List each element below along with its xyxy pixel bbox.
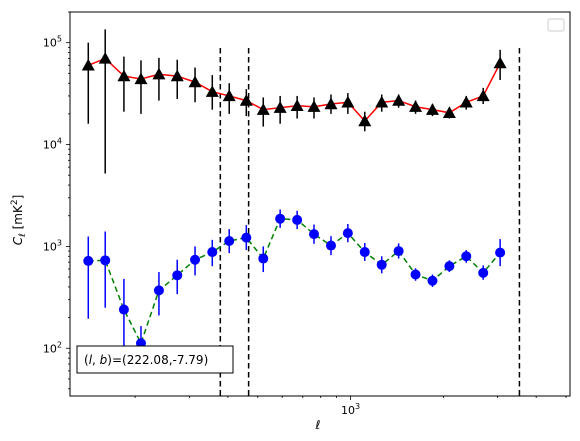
axes-layer: 102 103 104 105 103 xyxy=(43,11,571,417)
data-point-triangle xyxy=(256,103,270,115)
data-point-circle xyxy=(224,235,235,246)
data-point-triangle xyxy=(273,101,287,113)
series-line xyxy=(88,217,501,346)
data-point-triangle xyxy=(307,100,321,112)
data-point-circle xyxy=(275,213,286,224)
y-tick-label: 104 xyxy=(43,137,62,152)
data-point-circle xyxy=(342,228,353,239)
data-point-circle xyxy=(83,255,94,266)
data-point-circle xyxy=(153,285,164,296)
data-point-circle xyxy=(461,251,472,262)
data-point-circle xyxy=(258,253,269,264)
data-point-triangle xyxy=(170,69,184,82)
data-point-circle xyxy=(410,269,421,280)
data-point-triangle xyxy=(324,97,338,110)
series-layer xyxy=(81,29,507,361)
data-point-triangle xyxy=(358,114,372,127)
data-point-circle xyxy=(427,275,438,286)
data-point-triangle xyxy=(442,106,456,118)
data-point-triangle xyxy=(81,58,95,71)
plot-frame xyxy=(69,11,571,397)
data-point-triangle xyxy=(239,94,253,106)
data-point-triangle xyxy=(152,67,166,80)
data-point-triangle xyxy=(341,95,355,108)
data-point-circle xyxy=(359,247,370,258)
series-line xyxy=(88,57,501,123)
y-tick-label: 103 xyxy=(43,238,62,253)
data-point-triangle xyxy=(290,99,304,112)
data-point-triangle xyxy=(117,69,131,82)
y-axis-label: Cℓ [mK2] xyxy=(10,195,28,246)
data-point-circle xyxy=(100,255,111,266)
data-point-triangle xyxy=(493,56,507,69)
annotation-text: (l, b)=(222.08,-7.79) xyxy=(84,353,208,367)
y-tick-label: 105 xyxy=(43,35,62,50)
data-point-triangle xyxy=(222,89,236,102)
data-point-triangle xyxy=(459,95,473,108)
data-point-triangle xyxy=(98,51,112,64)
series-1 xyxy=(81,29,507,174)
data-point-circle xyxy=(172,270,183,281)
data-point-triangle xyxy=(134,72,148,85)
data-point-triangle xyxy=(375,95,389,108)
annotation-box: (l, b)=(222.08,-7.79) xyxy=(76,345,234,374)
data-point-circle xyxy=(292,214,303,225)
x-tick-label: 103 xyxy=(341,402,360,417)
data-point-circle xyxy=(325,240,336,251)
data-point-circle xyxy=(118,304,129,315)
vertical-lines xyxy=(219,48,521,396)
data-point-circle xyxy=(308,229,319,240)
data-point-triangle xyxy=(205,85,219,97)
data-point-circle xyxy=(393,246,404,257)
data-point-triangle xyxy=(476,89,490,102)
data-point-circle xyxy=(478,267,489,278)
data-point-circle xyxy=(241,232,252,243)
y-tick-label: 102 xyxy=(43,340,62,355)
data-point-circle xyxy=(444,261,455,272)
data-point-triangle xyxy=(425,103,439,115)
x-axis-label: ℓ xyxy=(315,418,321,432)
data-point-circle xyxy=(376,259,387,270)
legend-box xyxy=(547,18,565,32)
series-2 xyxy=(83,209,506,361)
data-point-triangle xyxy=(392,94,406,106)
data-point-circle xyxy=(190,254,201,265)
data-point-triangle xyxy=(409,100,423,112)
data-point-triangle xyxy=(188,75,202,88)
data-point-circle xyxy=(207,247,218,258)
data-point-circle xyxy=(495,247,506,258)
